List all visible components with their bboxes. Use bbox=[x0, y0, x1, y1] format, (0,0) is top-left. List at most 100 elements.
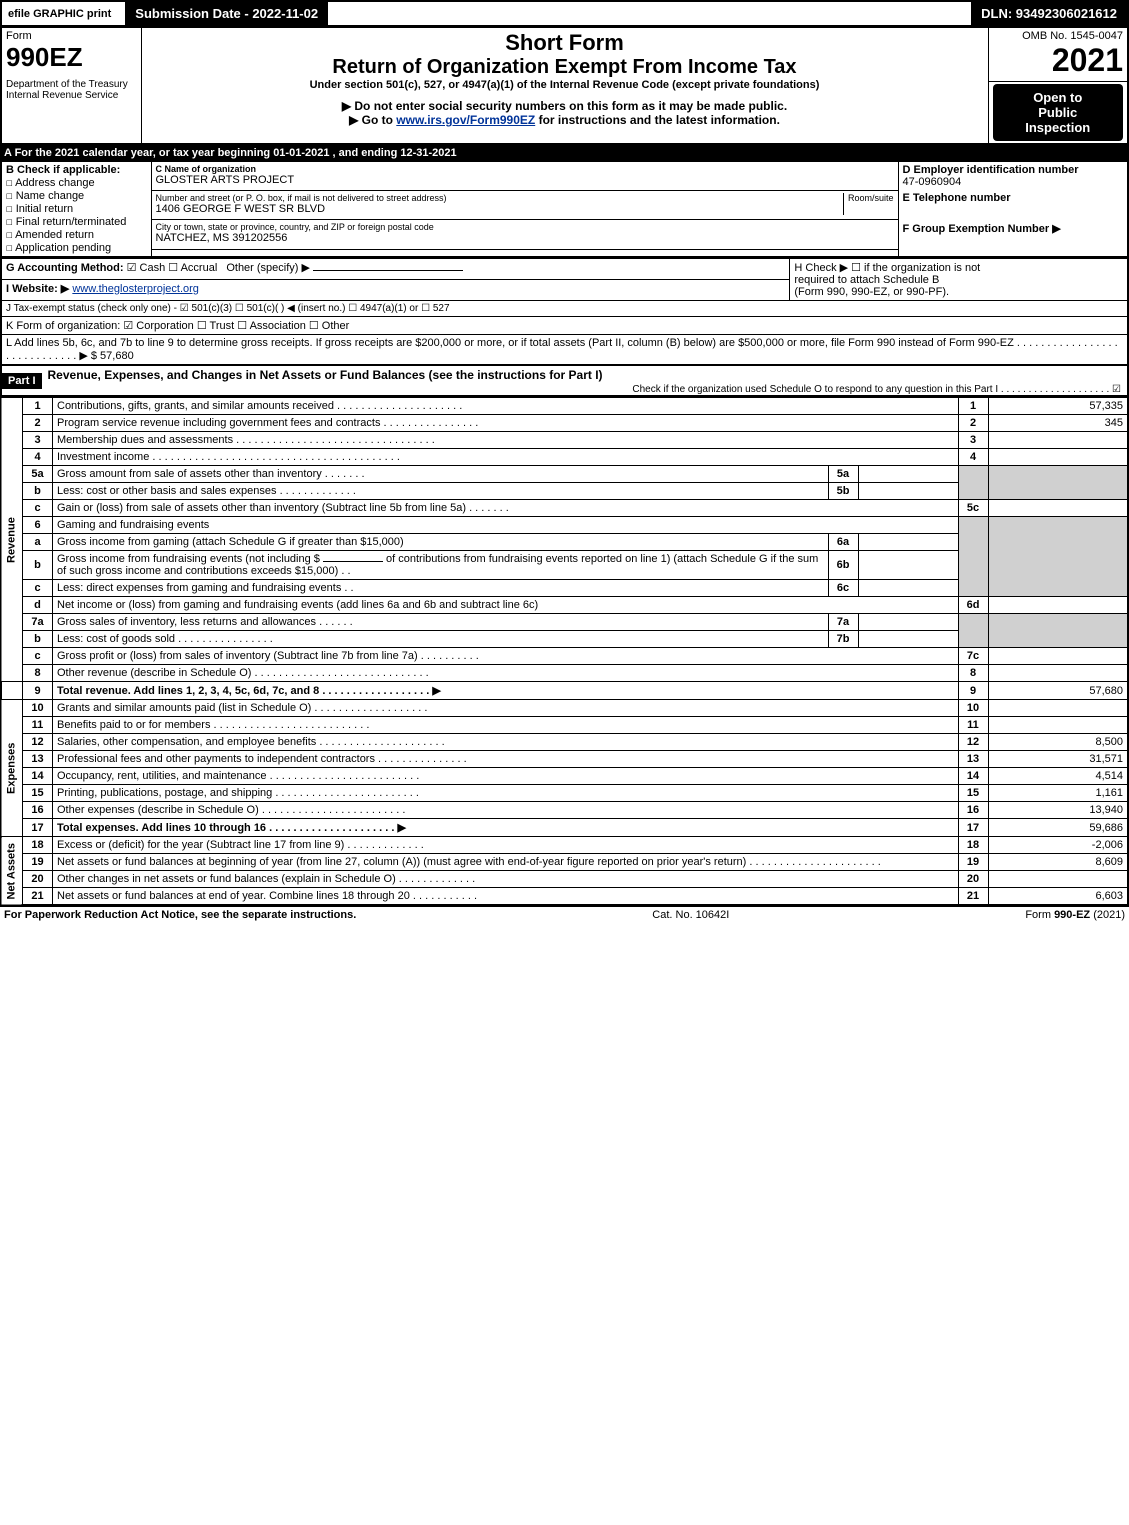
line-6d-amt bbox=[988, 597, 1128, 614]
irs-label: Internal Revenue Service bbox=[6, 90, 137, 101]
line-10-text: Grants and similar amounts paid (list in… bbox=[53, 700, 959, 717]
shade-7 bbox=[958, 614, 988, 648]
line-6b-blank[interactable] bbox=[323, 561, 383, 562]
line-11-amt bbox=[988, 717, 1128, 734]
line-18-amt: -2,006 bbox=[988, 837, 1128, 854]
netassets-side-label: Net Assets bbox=[1, 837, 23, 906]
other-specify-line[interactable] bbox=[313, 270, 463, 271]
open-to-public-box: Open to Public Inspection bbox=[993, 84, 1124, 141]
line-5a-text: Gross amount from sale of assets other t… bbox=[53, 466, 829, 483]
form-word: Form bbox=[6, 30, 137, 42]
line-5c-num: c bbox=[23, 500, 53, 517]
dln-label: DLN: 93492306021612 bbox=[971, 2, 1127, 25]
goto-line: ▶ Go to www.irs.gov/Form990EZ for instru… bbox=[146, 113, 984, 127]
box-l: L Add lines 5b, 6c, and 7b to line 9 to … bbox=[1, 335, 1128, 366]
line-12-text: Salaries, other compensation, and employ… bbox=[53, 734, 959, 751]
box-h-line3: (Form 990, 990-EZ, or 990-PF). bbox=[794, 286, 1123, 298]
line-15-text: Printing, publications, postage, and shi… bbox=[53, 785, 959, 802]
goto-pre: ▶ Go to bbox=[349, 113, 396, 127]
check-initial-return[interactable]: ☐ Initial return bbox=[6, 202, 147, 215]
line-20-num: 20 bbox=[23, 871, 53, 888]
line-8-amt bbox=[988, 665, 1128, 682]
check-cash[interactable]: ☑ Cash bbox=[127, 262, 166, 274]
shade-5ab-amt bbox=[988, 466, 1128, 500]
box-l-amount: 57,680 bbox=[100, 350, 134, 362]
line-9-num: 9 bbox=[23, 682, 53, 700]
line-12-amt: 8,500 bbox=[988, 734, 1128, 751]
omb-year-cell: OMB No. 1545-0047 2021 bbox=[988, 28, 1128, 82]
check-address-change[interactable]: ☐ Address change bbox=[6, 176, 147, 189]
line-6b-sn: 6b bbox=[828, 551, 858, 580]
line-18-text: Excess or (deficit) for the year (Subtra… bbox=[53, 837, 959, 854]
line-13-amt: 31,571 bbox=[988, 751, 1128, 768]
line-10-amt bbox=[988, 700, 1128, 717]
line-19-num: 19 bbox=[23, 854, 53, 871]
box-h-line1: H Check ▶ ☐ if the organization is not bbox=[794, 261, 1123, 274]
box-l-text: L Add lines 5b, 6c, and 7b to line 9 to … bbox=[6, 337, 1118, 362]
box-g: G Accounting Method: ☑ Cash ☐ Accrual Ot… bbox=[1, 259, 790, 280]
line-13-num: 13 bbox=[23, 751, 53, 768]
line-6c-subamt bbox=[858, 580, 958, 597]
box-def: D Employer identification number 47-0960… bbox=[898, 162, 1128, 258]
line-6-text: Gaming and fundraising events bbox=[53, 517, 959, 534]
line-19-amt: 8,609 bbox=[988, 854, 1128, 871]
ein-value: 47-0960904 bbox=[903, 176, 1124, 188]
line-5b-num: b bbox=[23, 483, 53, 500]
line-5c-amt bbox=[988, 500, 1128, 517]
goto-link[interactable]: www.irs.gov/Form990EZ bbox=[396, 113, 535, 127]
line-8-text: Other revenue (describe in Schedule O) .… bbox=[53, 665, 959, 682]
line-6a-subamt bbox=[858, 534, 958, 551]
city-value: NATCHEZ, MS 391202556 bbox=[156, 232, 894, 244]
line-7c-rn: 7c bbox=[958, 648, 988, 665]
form-number-cell: Form 990EZ Department of the Treasury In… bbox=[1, 28, 141, 145]
tax-year: 2021 bbox=[993, 42, 1124, 79]
line-20-rn: 20 bbox=[958, 871, 988, 888]
line-20-text: Other changes in net assets or fund bala… bbox=[53, 871, 959, 888]
footer-formref: Form 990-EZ (2021) bbox=[1025, 909, 1125, 921]
revenue-side-label: Revenue bbox=[1, 398, 23, 682]
line-5a-subamt bbox=[858, 466, 958, 483]
line-5a-sn: 5a bbox=[828, 466, 858, 483]
line-7b-text: Less: cost of goods sold . . . . . . . .… bbox=[53, 631, 829, 648]
other-specify: Other (specify) ▶ bbox=[226, 262, 310, 274]
expenses-side-label: Expenses bbox=[1, 700, 23, 837]
info-g-l: G Accounting Method: ☑ Cash ☐ Accrual Ot… bbox=[0, 258, 1129, 366]
line-6d-rn: 6d bbox=[958, 597, 988, 614]
line-14-rn: 14 bbox=[958, 768, 988, 785]
open-inspection-cell: Open to Public Inspection bbox=[988, 82, 1128, 145]
title-cell: Short Form Return of Organization Exempt… bbox=[141, 28, 988, 145]
line-12-rn: 12 bbox=[958, 734, 988, 751]
line-6d-num: d bbox=[23, 597, 53, 614]
website-link[interactable]: www.theglosterproject.org bbox=[72, 283, 199, 295]
top-bar: efile GRAPHIC print Submission Date - 20… bbox=[0, 0, 1129, 27]
line-5c-rn: 5c bbox=[958, 500, 988, 517]
submission-date: Submission Date - 2022-11-02 bbox=[125, 2, 328, 25]
line-7a-sn: 7a bbox=[828, 614, 858, 631]
line-7b-sn: 7b bbox=[828, 631, 858, 648]
line-17-rn: 17 bbox=[958, 819, 988, 837]
check-name-change[interactable]: ☐ Name change bbox=[6, 189, 147, 202]
line-17-text: Total expenses. Add lines 10 through 16 … bbox=[53, 819, 959, 837]
line-6b-num: b bbox=[23, 551, 53, 580]
part-1-check: Check if the organization used Schedule … bbox=[42, 384, 1127, 395]
room-suite-label: Room/suite bbox=[843, 193, 894, 215]
check-amended-return[interactable]: ☐ Amended return bbox=[6, 228, 147, 241]
check-accrual[interactable]: ☐ Accrual bbox=[168, 262, 217, 274]
line-6c-num: c bbox=[23, 580, 53, 597]
check-final-return[interactable]: ☐ Final return/terminated bbox=[6, 215, 147, 228]
line-19-rn: 19 bbox=[958, 854, 988, 871]
line-1-num: 1 bbox=[23, 398, 53, 415]
line-7c-num: c bbox=[23, 648, 53, 665]
line-4-num: 4 bbox=[23, 449, 53, 466]
line-7a-subamt bbox=[858, 614, 958, 631]
box-c-name-label: C Name of organization bbox=[156, 164, 894, 174]
open-line1: Open to bbox=[999, 90, 1118, 105]
info-boxes: B Check if applicable: ☐ Address change … bbox=[0, 161, 1129, 258]
revenue-bottom-spacer bbox=[1, 682, 23, 700]
check-application-pending[interactable]: ☐ Application pending bbox=[6, 241, 147, 254]
box-c-street-label: Number and street (or P. O. box, if mail… bbox=[156, 193, 447, 203]
omb-number: OMB No. 1545-0047 bbox=[993, 30, 1124, 42]
line-21-amt: 6,603 bbox=[988, 888, 1128, 906]
line-3-num: 3 bbox=[23, 432, 53, 449]
box-c-city: City or town, state or province, country… bbox=[151, 220, 898, 249]
